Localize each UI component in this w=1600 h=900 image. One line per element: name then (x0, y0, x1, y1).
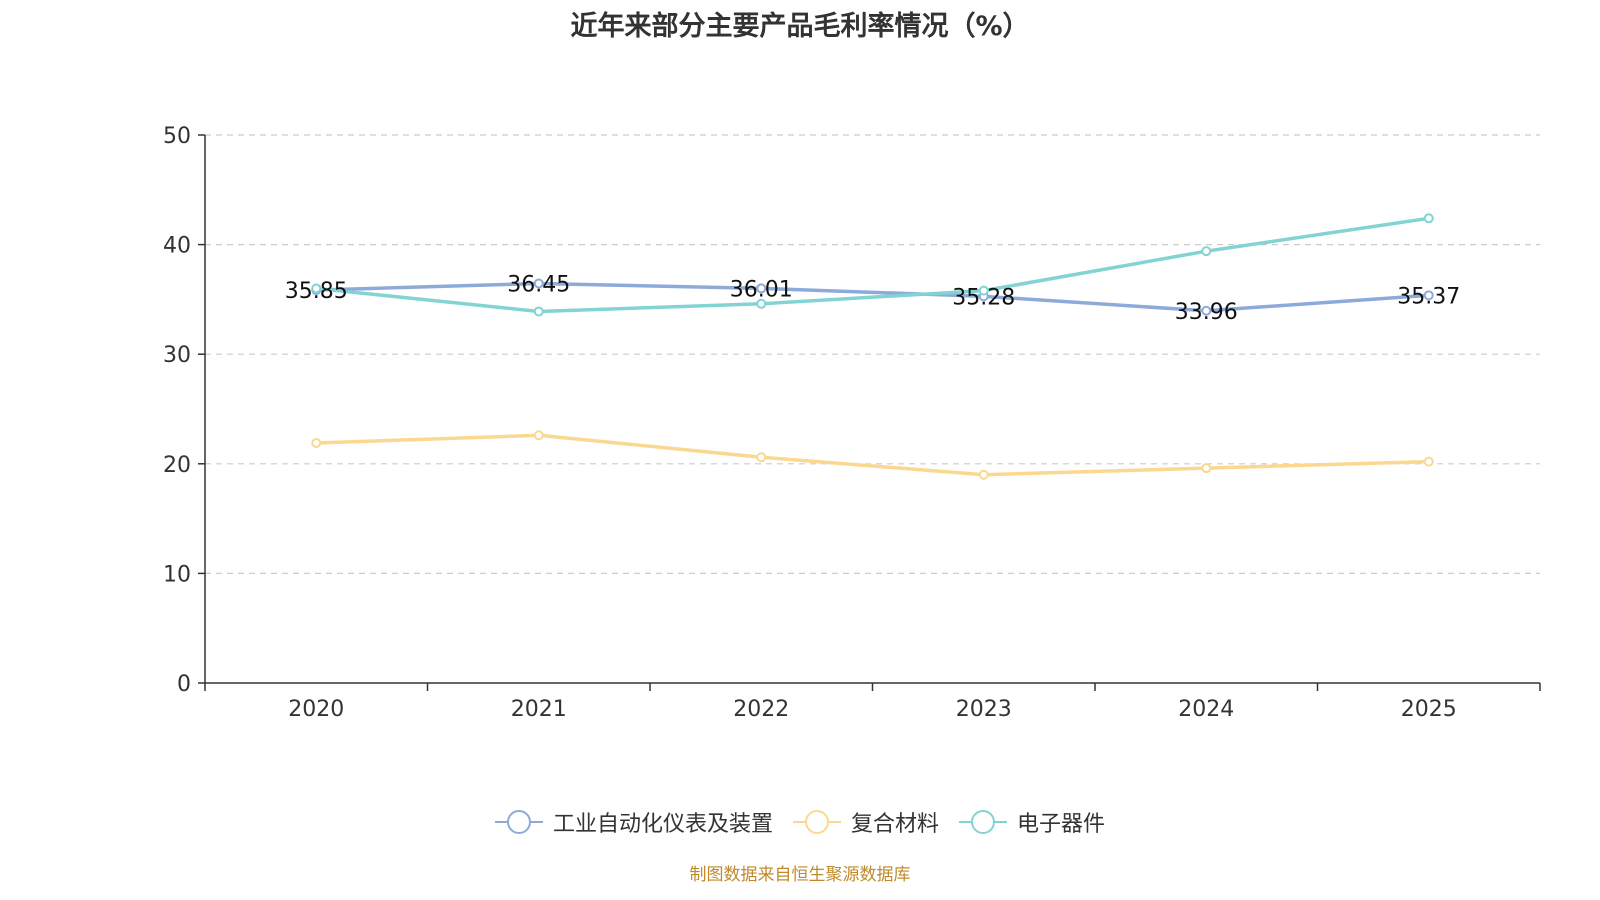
data-point-2 (978, 285, 989, 296)
axis-layer: 0 10 20 30 40 50 2020 2021 2022 2023 2024 2025 (163, 124, 1541, 722)
label-layer: 35.85 36.45 36.01 35.28 33.96 35.37 (285, 273, 1460, 325)
legend-label-composite: 复合材料 (850, 812, 939, 837)
data-label: 33.96 (1175, 300, 1238, 325)
grid-layer (205, 134, 1540, 575)
x-tick-label: 2024 (1178, 697, 1234, 722)
y-tick-label: 30 (163, 343, 191, 368)
legend-label-industrial: 工业自动化仪表及装置 (552, 812, 773, 837)
data-point-1 (978, 469, 989, 480)
data-point-2 (311, 283, 322, 294)
y-tick-label: 40 (163, 234, 191, 259)
x-tick-label: 2023 (956, 697, 1012, 722)
data-point-0 (1423, 290, 1434, 301)
legend-item-electronic[interactable]: 电子器件 (959, 806, 1105, 838)
data-point-2 (1423, 213, 1434, 224)
data-point-1 (756, 452, 767, 463)
series-line-2 (316, 216, 1430, 314)
data-label: 35.37 (1397, 284, 1460, 309)
x-tick-label: 2025 (1401, 697, 1457, 722)
data-point-0 (756, 283, 767, 294)
data-point-2 (756, 298, 767, 309)
data-label: 36.01 (730, 277, 793, 302)
y-tick-label: 20 (163, 453, 191, 478)
data-point-1 (533, 430, 544, 441)
data-point-2 (1201, 246, 1212, 257)
legend-marker-electronic (959, 810, 1007, 834)
legend-marker-industrial (494, 810, 543, 834)
data-point-1 (1201, 463, 1212, 474)
x-tick-label: 2020 (288, 697, 344, 722)
legend-label-electronic: 电子器件 (1017, 812, 1106, 837)
series-layer (311, 213, 1434, 480)
legend: 工业自动化仪表及装置 复合材料 电子器件 (0, 806, 1600, 838)
x-tick-label: 2022 (733, 697, 789, 722)
data-point-2 (533, 306, 544, 317)
data-point-0 (533, 278, 544, 289)
series-line-0 (316, 281, 1429, 313)
data-label: 36.45 (507, 273, 570, 298)
legend-marker-composite (792, 810, 841, 834)
series-line-1 (316, 433, 1429, 477)
legend-item-industrial[interactable]: 工业自动化仪表及装置 (494, 806, 773, 838)
y-tick-label: 0 (177, 672, 191, 697)
legend-item-composite[interactable]: 复合材料 (792, 806, 939, 838)
data-label: 35.85 (285, 279, 348, 304)
x-tick-label: 2021 (511, 697, 567, 722)
source-note: 制图数据来自恒生聚源数据库 (689, 865, 911, 885)
y-tick-label: 50 (163, 124, 191, 149)
chart-title: 近年来部分主要产品毛利率情况（%） (570, 11, 1030, 42)
y-tick-label: 10 (163, 562, 191, 587)
data-point-1 (1423, 456, 1434, 467)
data-label: 35.28 (952, 285, 1015, 310)
data-point-0 (1201, 305, 1212, 316)
data-point-1 (311, 437, 322, 448)
